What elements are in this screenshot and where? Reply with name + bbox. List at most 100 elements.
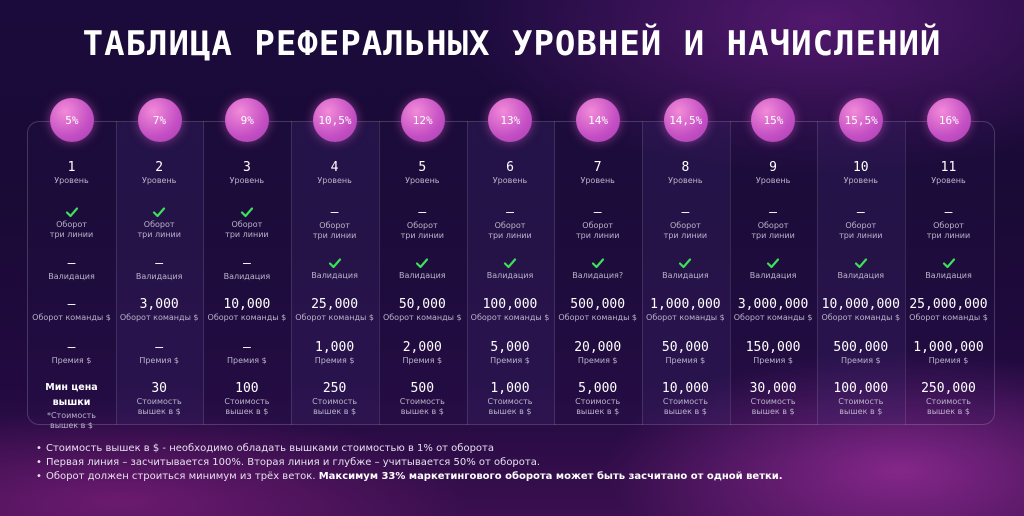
team-turnover-cell: 500,000 Оборот команды $ [554,297,641,323]
bonus-cell: – Премия $ [203,340,290,366]
tower-cost-cell: 10,000 Стоимость вышек в $ [642,381,729,417]
team-turnover-cell: 50,000 Оборот команды $ [379,297,466,323]
cell-label: Оборот три линии [663,221,708,240]
cell-label: Валидация? [572,271,624,280]
cell-value: 2 [155,160,164,175]
turnover-three-lines-cell: – Оборот три линии [291,205,378,241]
cell-label: Уровень [755,176,791,185]
cell-value: – [242,340,251,355]
note-item: Стоимость вышек в $ - необходимо обладат… [36,442,783,456]
cell-label: Стоимость вышек в $ [925,397,972,416]
turnover-three-lines-cell: – Оборот три линии [905,205,992,241]
checkmark-icon [379,256,466,270]
tower-cost-cell: 250,000 Стоимость вышек в $ [905,381,992,417]
bonus-cell: – Премия $ [116,340,203,366]
cell-value: 100,000 [833,381,889,396]
cell-label: Уровень [54,176,89,185]
validation-cell: Валидация [905,256,992,281]
validation-cell: Валидация? [554,256,641,281]
cell-label: Уровень [580,176,615,185]
cell-label: Премия $ [227,356,267,365]
cell-label: Оборот команды $ [119,313,199,322]
team-turnover-cell: 3,000 Оборот команды $ [116,297,203,323]
level-cell: 5 Уровень [379,160,466,186]
cell-label: Уровень [668,176,703,185]
percent-badge: 12% [400,98,445,142]
turnover-three-lines-cell: – Оборот три линии [817,205,904,241]
cell-value: 6 [506,160,514,175]
validation-cell: Валидация [379,256,466,281]
cell-label: Оборот команды $ [207,313,287,322]
cell-label: Оборот команды $ [382,313,462,322]
cell-label: Уровень [141,176,177,185]
cell-label: *Стоимость вышек в $ [46,411,97,430]
validation-cell: Валидация [467,256,554,281]
level-column [641,121,730,425]
cell-value: 1,000,000 [650,297,721,312]
cell-value: 100,000 [482,297,538,312]
cell-value: 30 [151,381,168,396]
level-cell: 1 Уровень [28,160,115,186]
cell-label: Стоимость вышек в $ [224,397,270,416]
cell-label: Валидация [749,271,797,280]
turnover-three-lines-cell: Оборот три линии [28,205,115,240]
cell-value: 11 [940,160,957,175]
cell-label: Стоимость вышек в $ [662,397,708,416]
cell-value: 3,000,000 [737,297,809,312]
checkmark-icon [905,256,992,270]
cell-label: Оборот команды $ [909,313,988,322]
bonus-cell: 50,000 Премия $ [642,340,729,366]
tower-cost-cell: 5,000 Стоимость вышек в $ [554,381,641,417]
team-turnover-cell: – Оборот команды $ [28,297,115,323]
level-column [291,121,380,425]
cell-value: – [155,256,164,271]
cell-value: 1,000 [315,340,355,355]
team-turnover-cell: 25,000,000 Оборот команды $ [905,297,992,323]
cell-value: – [418,205,427,220]
cell-label: Премия $ [840,356,881,365]
cell-label: Премия $ [314,356,355,365]
cell-value: 150,000 [745,340,801,355]
cell-label: Валидация [311,271,358,280]
tower-cost-cell: 30,000 Стоимость вышек в $ [730,381,817,417]
cell-label: Уровень [931,176,966,185]
level-cell: 11 Уровень [905,160,992,186]
cell-label: Уровень [405,176,440,185]
percent-badge: 15% [751,98,796,142]
percent-badge: 16% [926,98,971,142]
cell-value: 4 [330,160,339,175]
tower-cost-cell: 500 Стоимость вышек в $ [379,381,466,417]
cell-value: 10,000,000 [821,297,900,312]
level-column [729,121,818,425]
checkmark-icon [116,205,203,219]
bonus-cell: 20,000 Премия $ [554,340,641,366]
cell-value: – [155,340,164,355]
cell-value: 7 [593,160,602,175]
turnover-three-lines-cell: – Оборот три линии [467,205,554,241]
cell-value: 3 [242,160,251,175]
bonus-cell: 2,000 Премия $ [379,340,466,366]
cell-value: – [506,205,514,220]
cell-value: – [769,205,777,220]
cell-value: – [330,205,339,220]
validation-cell: – Валидация [28,256,115,282]
checkmark-icon [467,256,554,270]
cell-value: 20,000 [574,340,622,355]
cell-label: Валидация [399,271,446,280]
turnover-three-lines-cell: – Оборот три линии [554,205,641,241]
bonus-cell: 150,000 Премия $ [730,340,817,366]
tower-cost-header-cell: Мин цена вышки *Стоимость вышек в $ [28,380,115,431]
bonus-cell: – Премия $ [28,340,115,366]
cell-label: Оборот три линии [137,220,181,239]
team-turnover-cell: 10,000,000 Оборот команды $ [817,297,904,323]
tower-cost-cell: 100,000 Стоимость вышек в $ [817,381,904,417]
level-column [115,121,204,425]
percent-badge: 13% [488,98,533,142]
checkmark-icon [28,205,115,219]
cell-label: Оборот три линии [312,221,357,240]
cell-label: Оборот три линии [488,221,532,240]
cell-value: 1 [67,160,76,175]
cell-value: – [67,297,76,312]
validation-cell: – Валидация [203,256,290,282]
cell-label: Оборот три линии [49,220,94,239]
